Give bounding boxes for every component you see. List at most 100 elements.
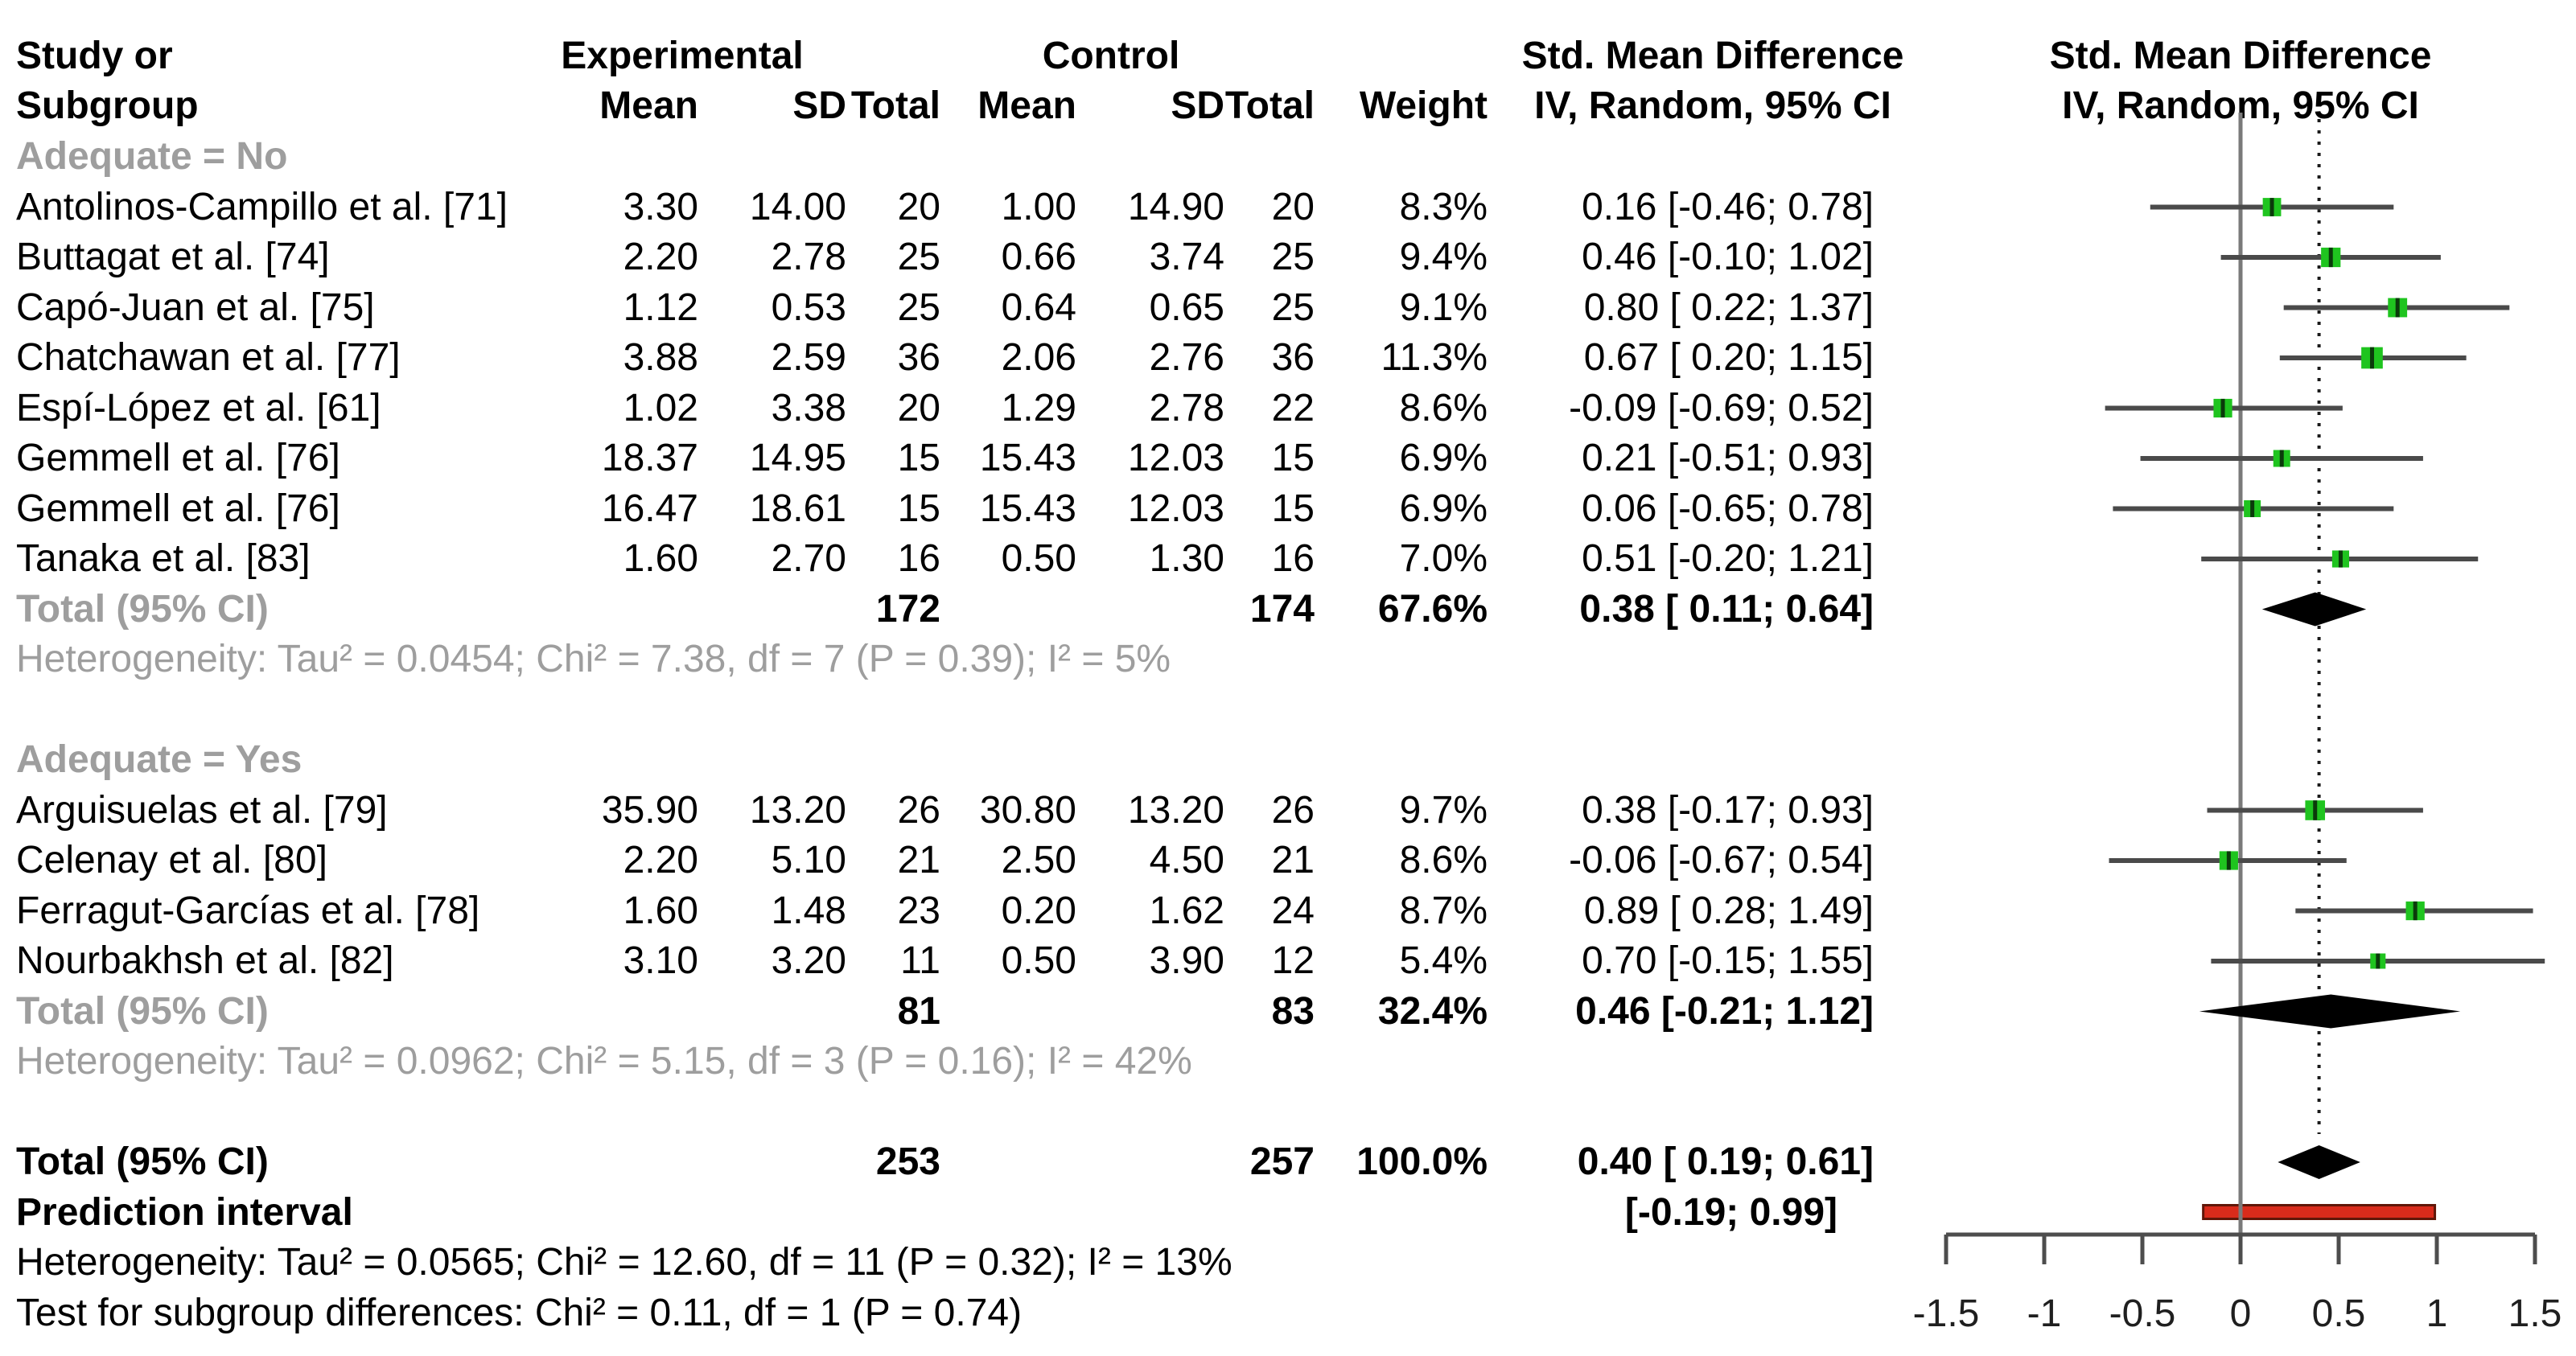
cell-ctrl-total: 22 bbox=[1271, 386, 1315, 429]
total-row-label: Total (95% CI) bbox=[16, 989, 269, 1033]
table-row-study-label: Antolinos-Campillo et al. [71] bbox=[16, 185, 508, 228]
header-smd-plot: Std. Mean Difference bbox=[2049, 35, 2432, 77]
cell-exp-sd: 14.00 bbox=[749, 185, 846, 228]
cell-smd-ci: 0.51 [-0.20; 1.21] bbox=[1582, 537, 1874, 580]
cell-weight: 32.4% bbox=[1377, 989, 1488, 1033]
cell-exp-sd: 1.48 bbox=[771, 889, 846, 932]
cell-smd-ci: 0.21 [-0.51; 0.93] bbox=[1582, 437, 1874, 479]
cell-exp-mean: 1.60 bbox=[623, 889, 698, 932]
header-exp-mean: Mean bbox=[599, 84, 698, 127]
cell-ctrl-total: 24 bbox=[1271, 889, 1315, 932]
cell-exp-total: 81 bbox=[897, 989, 940, 1033]
cell-ctrl-total: 83 bbox=[1271, 989, 1315, 1033]
effect-square-center bbox=[2376, 953, 2381, 969]
cell-smd-ci: -0.09 [-0.69; 0.52] bbox=[1569, 386, 1874, 429]
cell-exp-total: 23 bbox=[897, 889, 940, 932]
effect-square-center bbox=[2220, 398, 2225, 418]
cell-ctrl-total: 20 bbox=[1271, 185, 1315, 228]
table-row-study-label: Nourbakhsh et al. [82] bbox=[16, 939, 394, 982]
total-row-label: Total (95% CI) bbox=[16, 587, 269, 631]
table-row-study-label: Arguisuelas et al. [79] bbox=[16, 788, 388, 832]
table-row-study-label: Tanaka et al. [83] bbox=[16, 537, 311, 580]
cell-ctrl-mean: 30.80 bbox=[979, 788, 1076, 832]
cell-ctrl-mean: 2.50 bbox=[1001, 839, 1076, 881]
cell-ctrl-sd: 2.76 bbox=[1149, 336, 1224, 379]
subgroup-label: Adequate = Yes bbox=[16, 738, 302, 781]
cell-exp-mean: 2.20 bbox=[623, 236, 698, 278]
cell-weight: 11.3% bbox=[1381, 336, 1488, 379]
cell-weight: 67.6% bbox=[1377, 587, 1488, 631]
header-iv-plot: IV, Random, 95% CI bbox=[2062, 84, 2419, 127]
effect-square-center bbox=[2250, 500, 2255, 517]
header-study-line1: Study or bbox=[16, 35, 173, 77]
cell-weight: 8.6% bbox=[1399, 839, 1488, 881]
header-weight: Weight bbox=[1359, 84, 1488, 127]
effect-square-center bbox=[2338, 550, 2343, 568]
effect-square-center bbox=[2269, 198, 2274, 216]
prediction-interval-label: Prediction interval bbox=[16, 1190, 353, 1234]
cell-smd-ci: 0.06 [-0.65; 0.78] bbox=[1582, 487, 1874, 530]
subgroup-label: Adequate = No bbox=[16, 135, 288, 178]
cell-exp-total: 15 bbox=[897, 437, 940, 479]
stats-note: Heterogeneity: Tau² = 0.0565; Chi² = 12.… bbox=[16, 1241, 1232, 1284]
cell-exp-sd: 2.70 bbox=[771, 537, 846, 580]
cell-exp-total: 253 bbox=[875, 1140, 940, 1183]
cell-ctrl-total: 174 bbox=[1249, 587, 1315, 631]
cell-ctrl-mean: 0.50 bbox=[1001, 537, 1076, 580]
cell-ctrl-total: 12 bbox=[1271, 939, 1315, 982]
effect-square-center bbox=[2328, 247, 2333, 268]
heterogeneity-note: Heterogeneity: Tau² = 0.0962; Chi² = 5.1… bbox=[16, 1040, 1192, 1083]
header-smd-table: Std. Mean Difference bbox=[1521, 35, 1904, 77]
effect-square-center bbox=[2279, 450, 2284, 467]
axis-tick-label: 1.5 bbox=[2508, 1292, 2562, 1335]
cell-smd-ci: 0.70 [-0.15; 1.55] bbox=[1582, 939, 1874, 982]
stats-note: Test for subgroup differences: Chi² = 0.… bbox=[16, 1291, 1023, 1334]
cell-ctrl-mean: 0.64 bbox=[1001, 286, 1076, 329]
header-exp-sd: SD bbox=[792, 84, 846, 127]
cell-exp-mean: 3.88 bbox=[623, 336, 698, 379]
cell-exp-mean: 18.37 bbox=[601, 437, 698, 479]
cell-weight: 7.0% bbox=[1399, 537, 1488, 580]
cell-ctrl-sd: 3.90 bbox=[1149, 939, 1224, 982]
header-ctrl-sd: SD bbox=[1171, 84, 1224, 127]
cell-exp-total: 20 bbox=[897, 386, 940, 429]
cell-smd-ci: 0.67 [ 0.20; 1.15] bbox=[1583, 336, 1874, 379]
cell-exp-total: 15 bbox=[897, 487, 940, 530]
table-row-study-label: Gemmell et al. [76] bbox=[16, 487, 340, 530]
cell-ctrl-sd: 13.20 bbox=[1127, 788, 1224, 832]
table-row-study-label: Chatchawan et al. [77] bbox=[16, 336, 401, 379]
header-iv-table: IV, Random, 95% CI bbox=[1534, 84, 1891, 127]
cell-ctrl-mean: 1.29 bbox=[1001, 386, 1076, 429]
heterogeneity-note: Heterogeneity: Tau² = 0.0454; Chi² = 7.3… bbox=[16, 638, 1171, 680]
pooled-diamond bbox=[2199, 994, 2461, 1029]
cell-ctrl-sd: 1.30 bbox=[1149, 537, 1224, 580]
cell-ctrl-total: 16 bbox=[1271, 537, 1315, 580]
table-row-study-label: Capó-Juan et al. [75] bbox=[16, 286, 375, 329]
table-row-study-label: Espí-López et al. [61] bbox=[16, 386, 381, 429]
cell-exp-mean: 1.12 bbox=[623, 286, 698, 329]
table-row-study-label: Buttagat et al. [74] bbox=[16, 236, 330, 278]
cell-ctrl-sd: 0.65 bbox=[1149, 286, 1224, 329]
header-study-line2: Subgroup bbox=[16, 84, 199, 127]
cell-ctrl-sd: 4.50 bbox=[1149, 839, 1224, 881]
cell-exp-total: 11 bbox=[900, 939, 940, 982]
header-ctrl-total: Total bbox=[1224, 84, 1315, 127]
cell-exp-mean: 1.02 bbox=[623, 386, 698, 429]
cell-smd-ci: 0.80 [ 0.22; 1.37] bbox=[1583, 286, 1874, 329]
table-row-study-label: Ferragut-Garcías et al. [78] bbox=[16, 889, 480, 932]
cell-exp-total: 21 bbox=[897, 839, 940, 881]
pooled-diamond bbox=[2278, 1145, 2360, 1179]
effect-square-center bbox=[2226, 851, 2231, 870]
cell-ctrl-sd: 14.90 bbox=[1127, 185, 1224, 228]
cell-exp-sd: 3.20 bbox=[771, 939, 846, 982]
cell-ctrl-total: 15 bbox=[1271, 487, 1315, 530]
cell-ctrl-sd: 12.03 bbox=[1127, 487, 1224, 530]
cell-ctrl-total: 36 bbox=[1271, 336, 1315, 379]
cell-exp-total: 36 bbox=[897, 336, 940, 379]
cell-exp-mean: 2.20 bbox=[623, 839, 698, 881]
cell-exp-mean: 35.90 bbox=[601, 788, 698, 832]
axis-tick-label: -1 bbox=[2027, 1292, 2062, 1335]
cell-weight: 9.7% bbox=[1399, 788, 1488, 832]
header-exp-total: Total bbox=[850, 84, 940, 127]
